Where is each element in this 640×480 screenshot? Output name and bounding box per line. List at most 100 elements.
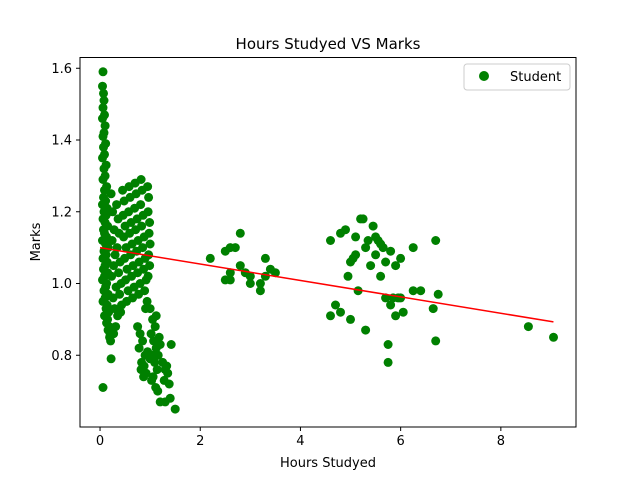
data-point	[135, 329, 145, 339]
data-point	[112, 200, 122, 210]
data-point	[383, 340, 393, 349]
data-point	[99, 96, 109, 105]
data-point	[98, 67, 108, 77]
data-point	[106, 354, 116, 364]
data-point	[386, 300, 396, 310]
data-point	[396, 293, 406, 303]
x-tick-label: 0	[96, 434, 104, 449]
data-point	[398, 307, 408, 317]
data-point	[138, 243, 148, 253]
data-point	[166, 340, 176, 349]
data-point	[381, 257, 391, 267]
data-point	[353, 286, 363, 296]
data-point	[136, 200, 146, 210]
x-tick-label: 8	[497, 434, 505, 449]
data-point	[351, 250, 361, 260]
data-point	[145, 239, 155, 249]
plot-area	[98, 67, 558, 414]
data-point	[111, 322, 121, 332]
data-point	[433, 289, 443, 299]
data-point	[137, 221, 147, 231]
data-point	[100, 121, 110, 131]
data-point	[98, 153, 107, 163]
data-point	[381, 293, 391, 303]
data-point	[341, 225, 350, 235]
data-point	[139, 372, 149, 382]
data-point	[143, 207, 153, 217]
y-tick-label: 1.2	[51, 205, 72, 220]
data-point	[145, 304, 155, 314]
data-point	[109, 329, 119, 339]
data-point	[147, 375, 157, 385]
data-point	[152, 365, 162, 375]
legend-marker	[479, 71, 489, 81]
data-point	[138, 336, 148, 346]
data-point	[361, 325, 371, 335]
data-point	[143, 271, 153, 281]
data-point	[396, 253, 406, 263]
data-point	[235, 228, 245, 238]
data-point	[165, 393, 175, 403]
data-point	[136, 175, 146, 184]
data-point	[371, 250, 381, 260]
data-point	[99, 142, 108, 152]
data-point	[351, 232, 361, 242]
data-point	[225, 275, 235, 285]
data-point	[408, 286, 418, 296]
data-point	[144, 228, 154, 238]
data-point	[144, 250, 154, 260]
data-point	[331, 300, 340, 310]
x-axis-label: Hours Studyed	[280, 456, 376, 471]
data-point	[106, 189, 116, 199]
data-point	[133, 322, 143, 332]
data-point	[326, 236, 335, 245]
fit-line	[99, 246, 554, 323]
y-axis: 0.8 1.0 1.2 1.4 1.6	[51, 62, 80, 364]
data-point	[108, 207, 118, 217]
data-point	[431, 336, 441, 346]
data-point	[230, 243, 240, 253]
data-point	[150, 357, 160, 367]
data-point	[134, 343, 144, 353]
data-point	[164, 379, 174, 389]
data-point	[153, 350, 163, 360]
data-point	[107, 236, 117, 245]
legend: Student	[463, 63, 571, 91]
data-point	[346, 314, 355, 324]
data-point	[416, 286, 426, 296]
data-point	[144, 192, 154, 202]
x-tick-label: 4	[296, 434, 304, 449]
data-point	[336, 307, 345, 317]
data-point	[391, 311, 401, 321]
data-point	[378, 243, 388, 253]
data-point	[235, 261, 245, 271]
data-point	[260, 253, 270, 263]
data-point	[98, 175, 108, 184]
data-point	[386, 246, 396, 256]
data-point	[366, 261, 376, 271]
data-point	[549, 332, 558, 342]
data-point	[245, 271, 255, 281]
data-point	[343, 271, 353, 281]
y-tick-label: 1.4	[51, 134, 72, 149]
data-point	[154, 332, 164, 342]
data-point	[136, 365, 146, 375]
data-point	[146, 329, 156, 339]
data-point	[523, 322, 533, 332]
y-tick-label: 1.0	[51, 277, 72, 292]
data-point	[115, 289, 125, 299]
data-point	[431, 236, 441, 245]
data-point	[110, 250, 120, 260]
data-point	[205, 253, 215, 263]
data-point	[170, 404, 180, 414]
data-point	[98, 383, 108, 392]
data-point	[140, 286, 150, 296]
x-tick-label: 2	[196, 434, 204, 449]
data-point	[155, 340, 165, 349]
data-point	[114, 268, 124, 278]
data-point	[99, 88, 108, 98]
data-point	[116, 307, 126, 317]
y-tick-label: 0.8	[51, 349, 72, 364]
y-axis-label: Marks	[29, 222, 44, 261]
